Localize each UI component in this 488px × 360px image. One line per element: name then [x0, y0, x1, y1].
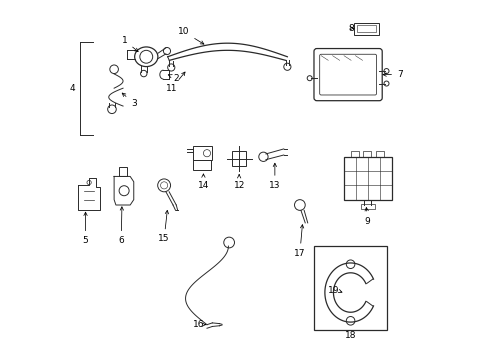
Text: 4: 4 — [69, 84, 75, 93]
Text: 11: 11 — [165, 72, 184, 93]
Text: 8: 8 — [347, 24, 353, 33]
Text: 10: 10 — [178, 27, 203, 44]
Text: 5: 5 — [82, 212, 88, 245]
Text: 19: 19 — [327, 286, 339, 295]
Text: 16: 16 — [193, 320, 204, 329]
Text: 15: 15 — [158, 210, 169, 243]
Text: 1: 1 — [122, 36, 138, 51]
Text: 17: 17 — [293, 225, 305, 258]
Text: 2: 2 — [168, 74, 179, 83]
Text: 3: 3 — [122, 93, 136, 108]
Text: 7: 7 — [382, 70, 402, 79]
Text: 12: 12 — [233, 175, 244, 190]
Text: 6: 6 — [118, 207, 124, 245]
Text: 9: 9 — [364, 208, 370, 226]
Text: 18: 18 — [344, 331, 356, 340]
Text: 14: 14 — [197, 174, 209, 190]
Text: 13: 13 — [268, 163, 280, 190]
